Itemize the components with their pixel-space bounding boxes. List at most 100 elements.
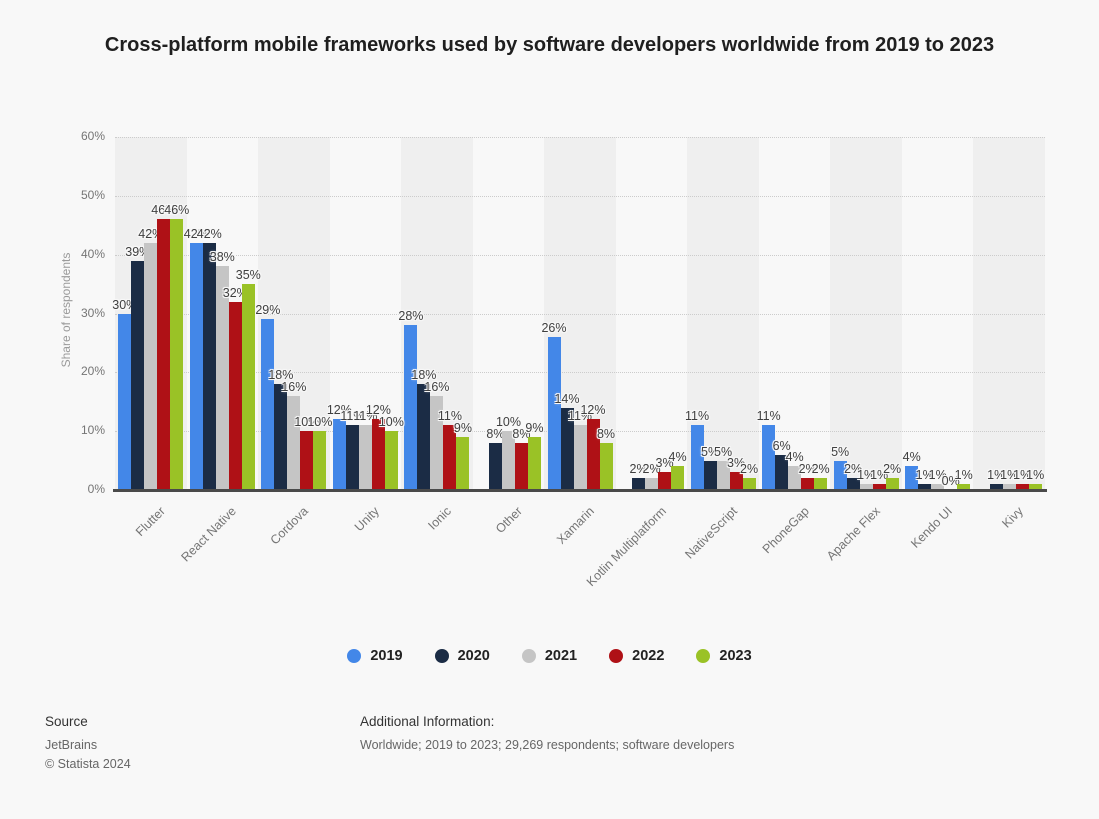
bar-2020-flutter: [131, 260, 145, 490]
value-label-2020-kotlin-multiplatform: 2%: [629, 462, 648, 477]
value-label-2021-ionic: 16%: [424, 379, 450, 394]
value-label-2020-flutter: 39%: [125, 244, 151, 259]
value-label-2022-kivy: 1%: [1013, 468, 1032, 483]
bar-2022-apache-flex: [872, 484, 886, 490]
value-label-2022-ionic: 11%: [437, 409, 462, 424]
additional-info-text: Worldwide; 2019 to 2023; 29,269 responde…: [360, 738, 735, 752]
additional-info-label: Additional Information:: [360, 714, 495, 729]
y-tick-label-10: 10%: [80, 423, 105, 438]
bar-2021-nativescript: [716, 460, 730, 490]
bar-2020-ionic: [417, 384, 431, 490]
bar-2023-ionic: [456, 437, 470, 490]
gridline-40: [115, 254, 1045, 256]
bar-2023-phonegap: [814, 478, 828, 490]
y-tick-label-20: 20%: [80, 364, 105, 379]
y-tick-label-0: 0%: [87, 482, 105, 496]
legend: 2019 2020 2021 2022 2023: [0, 648, 1099, 664]
value-label-2020-xamarin: 14%: [554, 391, 580, 406]
value-label-2022-apache-flex: 1%: [870, 468, 889, 483]
value-label-2020-phonegap: 6%: [772, 438, 791, 453]
copyright: © Statista 2024: [45, 757, 131, 771]
value-label-2021-apache-flex: 1%: [857, 468, 876, 483]
legend-item-2023: 2023: [696, 648, 752, 664]
category-label-kotlin-multiplatform: Kotlin Multiplatform: [583, 504, 669, 590]
legend-swatch-2022: [609, 649, 624, 663]
category-label-unity: Unity: [352, 504, 383, 535]
value-label-2023-react-native: 35%: [235, 268, 261, 283]
value-label-2021-phonegap: 4%: [785, 450, 804, 465]
legend-swatch-2023: [696, 649, 711, 663]
bar-2020-kotlin-multiplatform: [632, 478, 646, 490]
value-label-2023-kendo-ui: 1%: [954, 468, 973, 483]
bar-2021-other: [501, 431, 515, 490]
category-label-nativescript: NativeScript: [682, 504, 741, 562]
bar-2022-phonegap: [801, 478, 815, 490]
bar-2019-apache-flex: [833, 460, 847, 490]
source-name: JetBrains: [45, 738, 98, 752]
value-label-2020-unity: 11%: [340, 409, 365, 424]
value-label-2022-unity: 12%: [365, 403, 391, 418]
value-label-2020-other: 8%: [486, 426, 505, 441]
plot-area: 0% 10% 20% 30% 40% 50% 60% 30% 42% 29% 12% 28% 26% 11…: [81, 129, 1047, 589]
gridline-60: [115, 137, 1045, 138]
category-label-xamarin: Xamarin: [554, 504, 597, 547]
bar-2020-cordova: [274, 384, 288, 490]
bar-2022-kivy: [1015, 484, 1029, 490]
value-label-2021-xamarin: 11%: [567, 409, 593, 424]
value-label-2023-xamarin: 8%: [596, 426, 616, 441]
value-label-2021-unity: 11%: [353, 409, 378, 424]
chart-title: Cross-platform mobile frameworks used by…: [104, 34, 995, 56]
y-tick-label-60: 60%: [80, 129, 105, 143]
bar-2019-kendo-ui: [905, 466, 919, 490]
value-label-2021-nativescript: 5%: [714, 444, 733, 459]
category-label-apache-flex: Apache Flex: [824, 504, 884, 564]
bar-2021-kendo-ui: [931, 484, 945, 490]
bar-2022-nativescript: [729, 472, 743, 490]
category-label-kendo-ui: Kendo UI: [907, 504, 955, 551]
legend-item-2022: 2022: [609, 648, 664, 664]
value-label-2023-other: 9%: [525, 421, 544, 436]
bar-2020-unity: [345, 425, 359, 490]
x-axis-baseline: [113, 489, 1047, 492]
y-tick-label-40: 40%: [80, 246, 105, 261]
category-label-react-native: React Native: [178, 504, 240, 565]
value-label-2022-xamarin: 12%: [580, 403, 606, 418]
value-label-2022-phonegap: 2%: [798, 462, 817, 477]
bar-2020-other: [488, 442, 502, 490]
value-label-2021-kendo-ui: 1%: [928, 468, 947, 483]
category-label-ionic: Ionic: [425, 504, 454, 533]
bar-2023-kivy: [1028, 484, 1042, 490]
bar-2019-unity: [332, 419, 346, 490]
legend-label-2019: 2019: [370, 648, 403, 664]
bar-2021-flutter: [144, 242, 158, 490]
category-label-other: Other: [493, 504, 526, 537]
value-label-2020-nativescript: 5%: [701, 444, 720, 459]
bar-2022-ionic: [443, 425, 457, 490]
value-label-2019-apache-flex: 5%: [831, 444, 850, 459]
value-label-2019-unity: 12%: [326, 403, 352, 418]
bar-2021-xamarin: [573, 425, 587, 490]
bar-2023-unity: [384, 431, 398, 490]
bar-2019-xamarin: [547, 337, 561, 490]
y-tick-label-30: 30%: [80, 305, 105, 320]
category-label-flutter: Flutter: [132, 504, 168, 540]
bar-2023-other: [527, 437, 541, 490]
value-label-2021-cordova: 16%: [281, 379, 307, 394]
bar-2023-flutter: [170, 219, 184, 490]
legend-swatch-2019: [347, 649, 362, 663]
source-label: Source: [45, 714, 88, 729]
bar-2022-other: [514, 442, 528, 490]
value-label-2020-react-native: 42%: [196, 226, 222, 241]
gridline-30: [115, 313, 1045, 315]
legend-label-2022: 2022: [632, 648, 665, 664]
bar-2021-kivy: [1002, 484, 1016, 490]
legend-item-2020: 2020: [434, 648, 490, 664]
bar-2023-kendo-ui: [957, 484, 971, 490]
value-label-2023-kivy: 1%: [1026, 468, 1045, 483]
value-label-2020-ionic: 18%: [411, 368, 437, 383]
bar-2022-xamarin: [586, 419, 600, 490]
bar-2019-react-native: [189, 242, 203, 490]
bar-2019-ionic: [404, 325, 418, 490]
legend-item-2019: 2019: [347, 648, 403, 664]
